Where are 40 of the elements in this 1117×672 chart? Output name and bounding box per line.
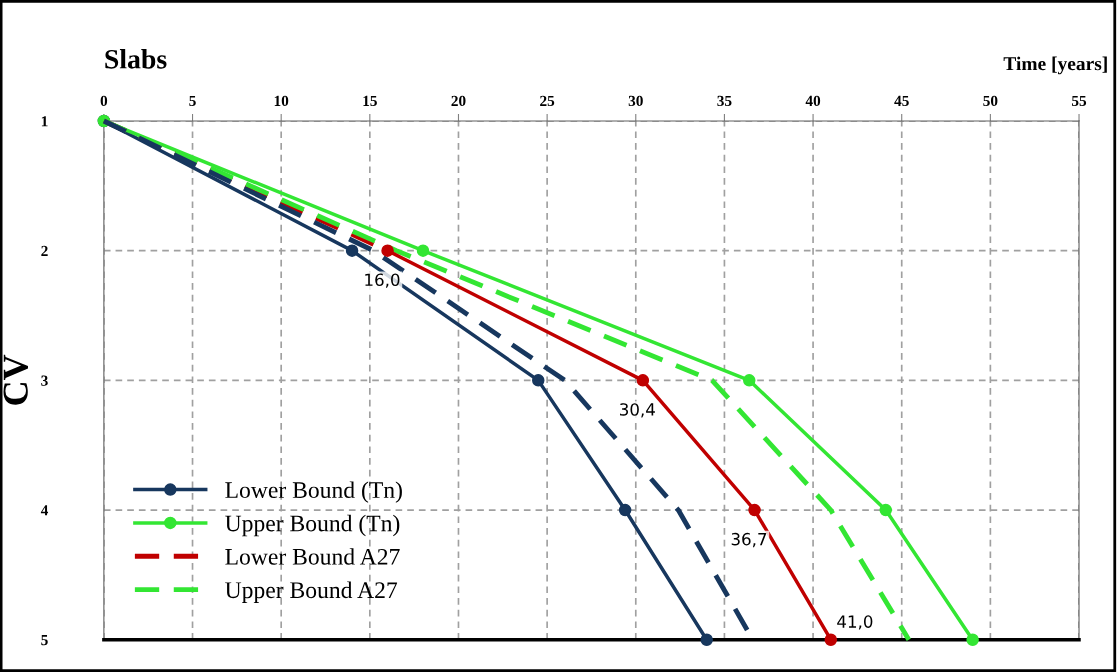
x-tick-label: 0 — [100, 95, 108, 107]
annotation: 16,0 — [365, 273, 400, 288]
x-tick-label: 55 — [1071, 95, 1087, 107]
x-tick-label: 45 — [894, 95, 909, 107]
point — [345, 244, 359, 257]
legend-label: Lower Bound A27 — [225, 548, 400, 565]
annotation: 30,4 — [620, 403, 655, 418]
y-axis-title: CV — [3, 354, 28, 405]
chart-title: Slabs — [105, 49, 167, 69]
point — [618, 503, 632, 517]
x-tick-label: 40 — [805, 95, 821, 107]
x-tick-label: 5 — [189, 95, 196, 107]
x-axis-title: Time [years] — [1003, 56, 1107, 75]
point — [700, 633, 713, 646]
point — [381, 244, 394, 257]
y-tick-label: 2 — [41, 245, 48, 256]
point — [748, 503, 761, 517]
x-tick-label: 10 — [274, 95, 289, 107]
point — [966, 633, 979, 646]
x-tick-label: 25 — [540, 95, 555, 107]
point — [416, 244, 430, 257]
legend-label: Upper Bound (Tn) — [225, 514, 400, 537]
legend-label: Upper Bound A27 — [225, 581, 398, 603]
x-tick-label: 15 — [363, 95, 377, 107]
point — [824, 633, 838, 646]
point — [532, 374, 545, 387]
point — [636, 374, 650, 387]
y-tick-label: 5 — [41, 635, 48, 646]
x-tick-label: 50 — [983, 95, 998, 107]
point — [742, 374, 756, 387]
x-tick-label: 30 — [628, 95, 643, 107]
y-tick-label: 1 — [41, 116, 48, 127]
x-tick-label: 35 — [717, 95, 732, 107]
annotation: 36,7 — [731, 532, 767, 548]
point — [879, 503, 893, 517]
y-tick-label: 3 — [41, 375, 48, 386]
legend-label: Lower Bound (Tn) — [225, 481, 402, 503]
annotation: 41,0 — [837, 615, 873, 630]
x-tick-label: 20 — [451, 95, 466, 107]
y-tick-label: 4 — [40, 505, 49, 516]
